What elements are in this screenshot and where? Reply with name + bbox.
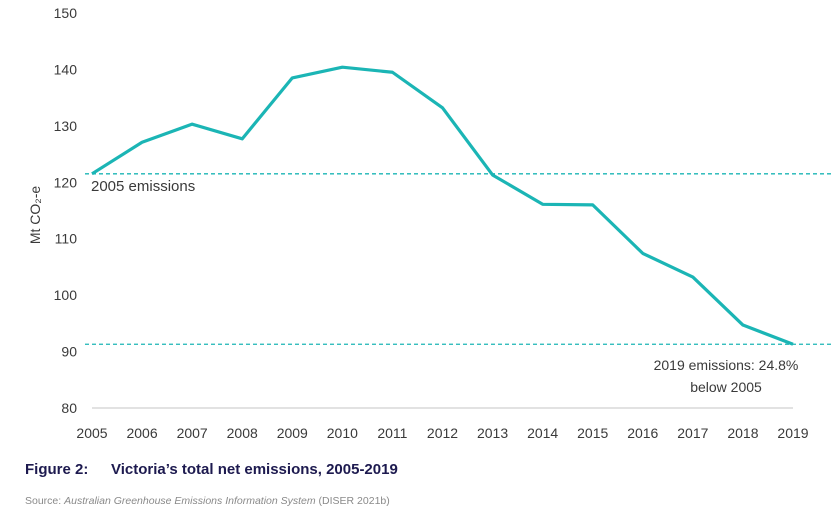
x-tick-label: 2019 [777, 425, 808, 441]
x-tick-label: 2011 [377, 425, 407, 441]
series-line-net-emissions [91, 65, 794, 346]
x-tick-label: 2017 [677, 425, 708, 441]
x-tick-label: 2007 [177, 425, 208, 441]
annotation-2019-line2: below 2005 [690, 379, 762, 395]
annotation-2019-line1: 2019 emissions: 24.8% [654, 357, 799, 373]
x-tick-label: 2015 [577, 425, 608, 441]
x-tick-label: 2014 [527, 425, 558, 441]
y-tick-label: 90 [61, 344, 77, 360]
y-tick-label: 150 [54, 5, 78, 21]
y-tick-label: 120 [54, 174, 78, 190]
annotation-2005-emissions: 2005 emissions [91, 178, 195, 195]
figure-number: Figure 2: [25, 461, 89, 478]
x-tick-label: 2009 [277, 425, 308, 441]
y-tick-label: 80 [61, 400, 77, 416]
x-tick-label: 2010 [327, 425, 358, 441]
x-tick-label: 2006 [126, 425, 157, 441]
x-tick-label: 2005 [76, 425, 107, 441]
x-tick-label: 2008 [227, 425, 258, 441]
y-axis-label: Mt CO₂-e [27, 186, 43, 245]
y-tick-label: 130 [54, 118, 78, 134]
figure-caption: Figure 2: Victoria’s total net emissions,… [25, 461, 398, 478]
figure-title: Victoria’s total net emissions, 2005-201… [111, 461, 398, 478]
x-tick-label: 2018 [727, 425, 758, 441]
line-chart: 80 90 100 110 120 130 140 150 2005 2006 2007 2008 2… [27, 5, 832, 441]
x-tick-label: 2016 [627, 425, 658, 441]
source-prefix: Source: [25, 495, 65, 507]
source-title: Australian Greenhouse Emissions Informat… [64, 495, 316, 507]
y-tick-label: 140 [54, 61, 78, 77]
x-tick-label: 2012 [427, 425, 458, 441]
x-tick-label: 2013 [477, 425, 508, 441]
source-note: Source: Australian Greenhouse Emissions … [25, 495, 390, 507]
y-tick-label: 100 [54, 287, 78, 303]
y-tick-label: 110 [55, 231, 78, 247]
source-suffix: (DISER 2021b) [315, 495, 390, 507]
